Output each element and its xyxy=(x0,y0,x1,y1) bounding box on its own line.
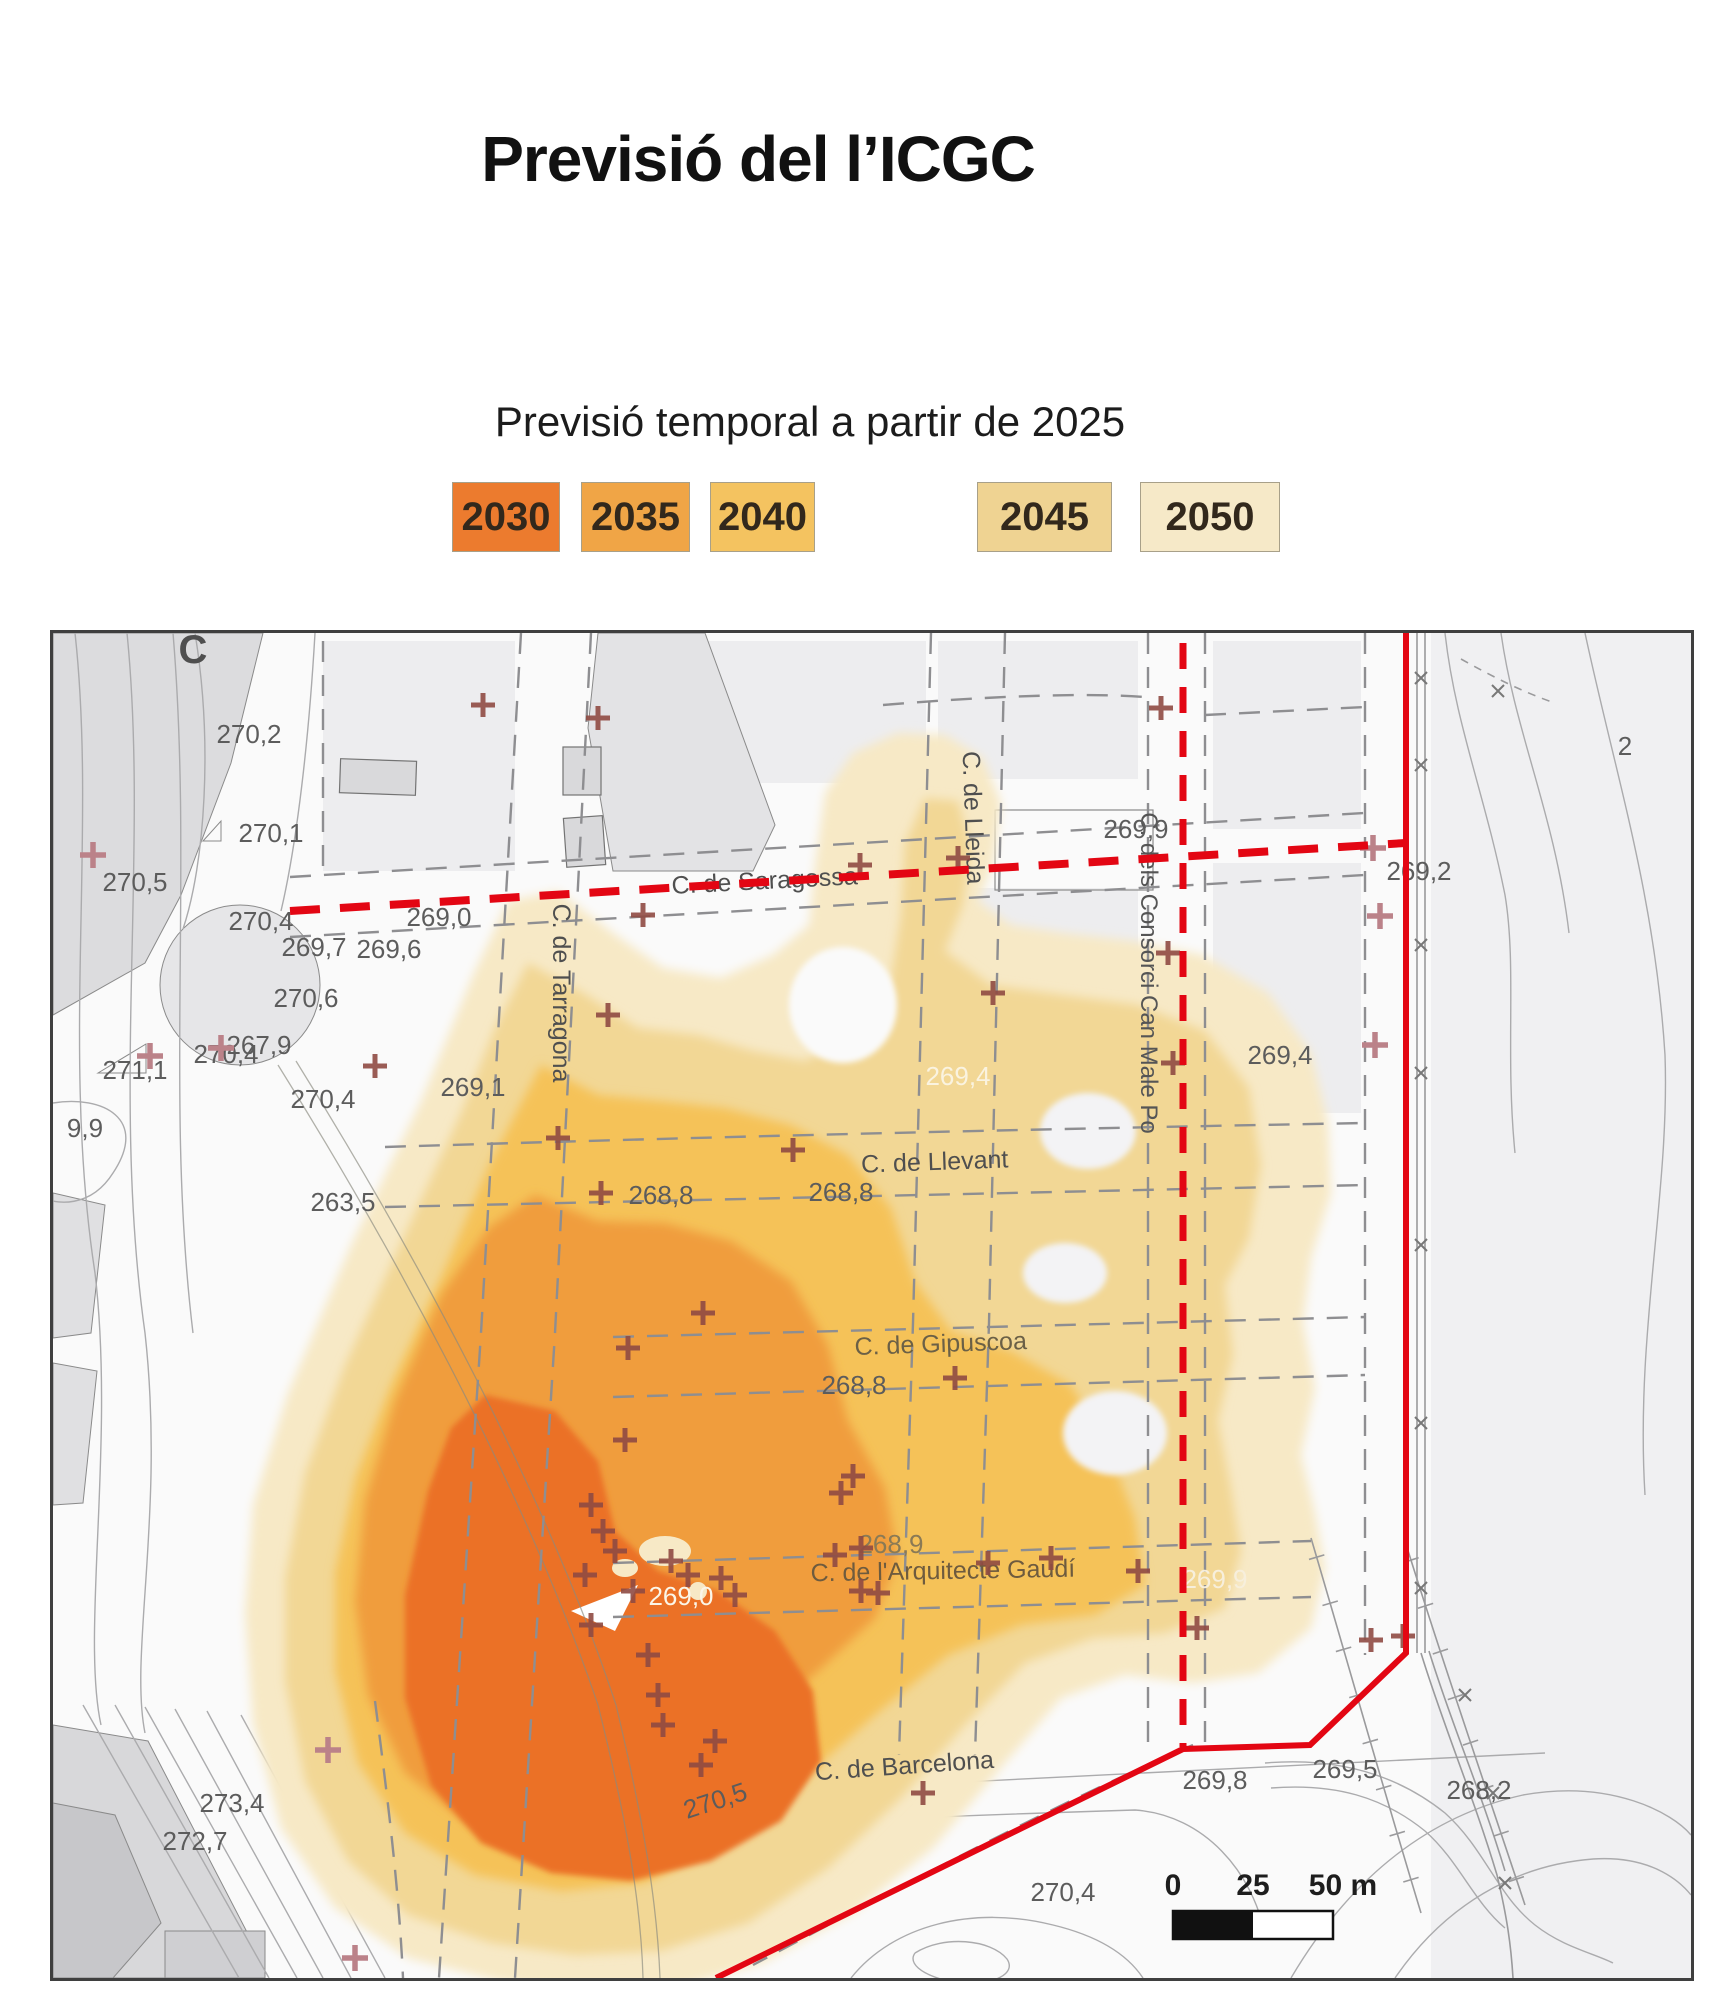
legend-swatch-2050: 2050 xyxy=(1140,482,1280,552)
elevation-label: 268,8 xyxy=(628,1180,693,1210)
elevation-label: 269,5 xyxy=(1312,1754,1377,1784)
survey-cross-pink-set xyxy=(80,835,1393,1971)
legend-title: Previsió temporal a partir de 2025 xyxy=(494,398,1126,445)
survey-cross-set xyxy=(363,693,1415,1805)
elevation-label: 2 xyxy=(1618,731,1632,761)
benchmark-crosses xyxy=(80,693,1415,1971)
elevation-label: 269,4 xyxy=(1247,1040,1312,1070)
buildings xyxy=(338,746,1154,891)
elevation-label: 267,9 xyxy=(226,1030,291,1060)
red-lines xyxy=(289,633,1409,1978)
railway-ticks xyxy=(1308,1554,1525,1883)
scale-25: 25 xyxy=(1236,1869,1269,1902)
fence-x-marks xyxy=(1414,671,1512,1890)
railway-fence xyxy=(1310,633,1556,1978)
elevation-label: 270,4 xyxy=(193,1039,258,1069)
elevation-label: 269,7 xyxy=(281,932,346,962)
elevation-label: 270,2 xyxy=(216,719,281,749)
rail2-ticks xyxy=(1403,1556,1525,1883)
legend-swatch-2040: 2040 xyxy=(710,482,815,552)
elevation-label: 270,4 xyxy=(228,906,293,936)
elevation-label: 268,8 xyxy=(821,1370,886,1400)
elevation-label: 270,5 xyxy=(102,867,167,897)
roads-over-zone xyxy=(277,1060,661,1978)
gray-parcels xyxy=(53,633,776,1978)
elevation-label: 269,1 xyxy=(440,1072,505,1102)
page-title: Previsió del l’ICGC xyxy=(481,123,1036,195)
elevation-label: 270,1 xyxy=(238,818,303,848)
elevation-label: 269,6 xyxy=(356,934,421,964)
rail1-ticks xyxy=(1308,1554,1419,1883)
elevation-label: 9,9 xyxy=(67,1113,103,1143)
zone-holes xyxy=(789,947,1167,1475)
elevation-label: 271,1 xyxy=(102,1055,167,1085)
elevation-label: 263,5 xyxy=(310,1187,375,1217)
elevation-label: 268,2 xyxy=(1446,1775,1511,1805)
elevation-label: 269,0 xyxy=(648,1581,713,1611)
street-label: C xyxy=(179,633,208,672)
scale-50: 50 m xyxy=(1309,1869,1377,1902)
elevation-label: 268,9 xyxy=(858,1529,923,1559)
elevation-label: 269,9 xyxy=(1103,814,1168,844)
street-label: C. de Gipuscoa xyxy=(854,1327,1027,1361)
elevation-label: 269,2 xyxy=(1386,856,1451,886)
elevation-label: 270,6 xyxy=(273,983,338,1013)
elevation-label: 269,8 xyxy=(1182,1765,1247,1795)
legend-swatch-2030: 2030 xyxy=(452,482,560,552)
scale-0: 0 xyxy=(1165,1869,1182,1902)
scale-bar: 0 25 50 m xyxy=(1165,1869,1377,1941)
elevation-label: 272,7 xyxy=(162,1826,227,1856)
red-solid-line xyxy=(714,633,1409,1978)
forecast-zones xyxy=(245,733,1331,1978)
street-label: C. de Lleida xyxy=(957,751,990,885)
red-dashed-horizontal xyxy=(289,839,1407,915)
street-label: C. dels Consorci Can Male Po xyxy=(1135,812,1162,1133)
elevation-label: 273,4 xyxy=(199,1788,264,1818)
fence-x-path xyxy=(1414,671,1512,1890)
elevation-label: 270,4 xyxy=(1030,1877,1095,1907)
legend-swatch-2045: 2045 xyxy=(977,482,1112,552)
elevation-label: 269,9 xyxy=(1182,1564,1247,1594)
legend-swatch-2035: 2035 xyxy=(581,482,690,552)
elevation-label: 270,4 xyxy=(290,1084,355,1114)
street-label: C. de Tarragona xyxy=(547,904,575,1083)
forecast-map: C C. de Saragossa C. de Tarragona C. de Lle… xyxy=(50,630,1694,1981)
elevation-label: 268,8 xyxy=(808,1177,873,1207)
street-label: C. de Llevant xyxy=(861,1145,1009,1178)
city-blocks xyxy=(323,633,1691,1978)
elevation-label: 269,4 xyxy=(925,1061,990,1091)
street-label: C. de l'Arquitecte Gaudí xyxy=(810,1555,1075,1588)
